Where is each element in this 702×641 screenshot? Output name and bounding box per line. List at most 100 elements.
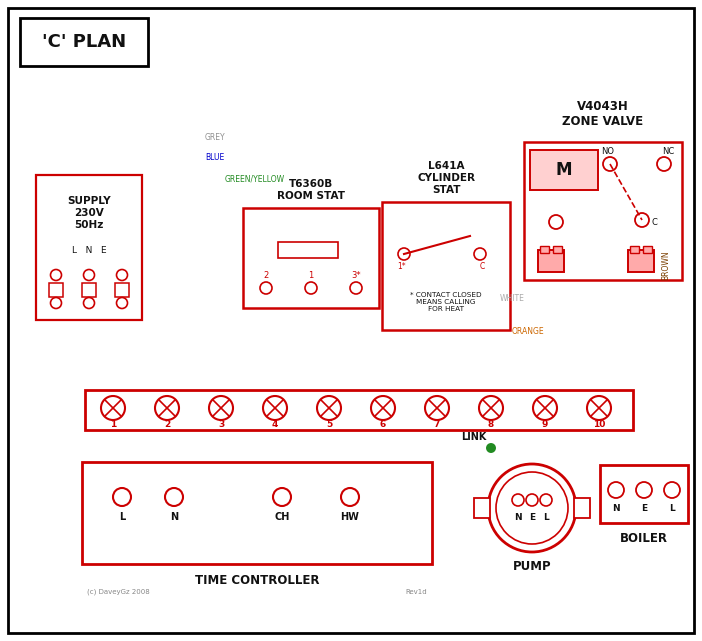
Circle shape [608, 482, 624, 498]
Circle shape [587, 396, 611, 420]
FancyBboxPatch shape [382, 202, 510, 330]
FancyBboxPatch shape [82, 462, 432, 564]
Circle shape [488, 464, 576, 552]
Text: E: E [641, 503, 647, 513]
Text: (c) DaveyGz 2008: (c) DaveyGz 2008 [87, 588, 150, 595]
FancyBboxPatch shape [20, 18, 148, 66]
Text: L   N   E: L N E [72, 246, 106, 254]
FancyBboxPatch shape [278, 242, 338, 258]
Text: 5: 5 [326, 419, 332, 428]
Circle shape [657, 157, 671, 171]
Circle shape [496, 472, 568, 544]
Circle shape [117, 269, 128, 281]
Circle shape [260, 282, 272, 294]
Text: SUPPLY
230V
50Hz: SUPPLY 230V 50Hz [67, 196, 111, 229]
Circle shape [350, 282, 362, 294]
Circle shape [84, 269, 95, 281]
Text: BOILER: BOILER [620, 533, 668, 545]
Circle shape [371, 396, 395, 420]
Text: * CONTACT CLOSED
MEANS CALLING
FOR HEAT: * CONTACT CLOSED MEANS CALLING FOR HEAT [410, 292, 482, 312]
FancyBboxPatch shape [600, 465, 688, 523]
Circle shape [398, 248, 410, 260]
Text: 1: 1 [110, 419, 116, 428]
FancyBboxPatch shape [574, 498, 590, 518]
Text: L: L [543, 513, 549, 522]
Text: GREEN/YELLOW: GREEN/YELLOW [225, 174, 285, 183]
FancyBboxPatch shape [643, 246, 652, 253]
Text: 2: 2 [164, 419, 170, 428]
Circle shape [549, 215, 563, 229]
FancyBboxPatch shape [82, 283, 96, 297]
Text: 3*: 3* [351, 271, 361, 279]
Circle shape [635, 213, 649, 227]
Text: LINK: LINK [461, 432, 486, 442]
Text: GREY: GREY [205, 133, 225, 142]
Text: HW: HW [340, 512, 359, 522]
Text: N: N [514, 513, 522, 522]
FancyBboxPatch shape [49, 283, 63, 297]
Text: NO: NO [602, 147, 614, 156]
Text: L: L [669, 503, 675, 513]
Circle shape [425, 396, 449, 420]
Circle shape [305, 282, 317, 294]
Circle shape [526, 494, 538, 506]
FancyBboxPatch shape [530, 150, 598, 190]
Text: BROWN: BROWN [661, 250, 670, 280]
Text: T6360B
ROOM STAT: T6360B ROOM STAT [277, 179, 345, 201]
Circle shape [512, 494, 524, 506]
Circle shape [636, 482, 652, 498]
Circle shape [113, 488, 131, 506]
Circle shape [540, 494, 552, 506]
Text: 4: 4 [272, 419, 278, 428]
FancyBboxPatch shape [540, 246, 549, 253]
FancyBboxPatch shape [115, 283, 129, 297]
Text: N: N [170, 512, 178, 522]
Circle shape [263, 396, 287, 420]
Circle shape [474, 248, 486, 260]
Text: BLUE: BLUE [205, 153, 224, 162]
Circle shape [533, 396, 557, 420]
Circle shape [273, 488, 291, 506]
Text: V4043H
ZONE VALVE: V4043H ZONE VALVE [562, 100, 644, 128]
Text: CH: CH [274, 512, 290, 522]
FancyBboxPatch shape [85, 390, 633, 430]
Circle shape [341, 488, 359, 506]
Text: PUMP: PUMP [512, 560, 551, 572]
FancyBboxPatch shape [36, 175, 142, 320]
FancyBboxPatch shape [524, 142, 682, 280]
Text: 6: 6 [380, 419, 386, 428]
Circle shape [117, 297, 128, 308]
Text: 7: 7 [434, 419, 440, 428]
Circle shape [84, 297, 95, 308]
Circle shape [603, 157, 617, 171]
FancyBboxPatch shape [538, 250, 564, 272]
FancyBboxPatch shape [8, 8, 694, 633]
Circle shape [51, 269, 62, 281]
Circle shape [664, 482, 680, 498]
Text: ORANGE: ORANGE [512, 326, 545, 335]
Text: 3: 3 [218, 419, 224, 428]
Text: 10: 10 [592, 419, 605, 428]
FancyBboxPatch shape [474, 498, 490, 518]
Circle shape [101, 396, 125, 420]
Text: TIME CONTROLLER: TIME CONTROLLER [194, 574, 319, 587]
Text: L: L [119, 512, 125, 522]
FancyBboxPatch shape [553, 246, 562, 253]
FancyBboxPatch shape [628, 250, 654, 272]
Text: L641A
CYLINDER
STAT: L641A CYLINDER STAT [417, 162, 475, 195]
Circle shape [209, 396, 233, 420]
Circle shape [479, 396, 503, 420]
Text: NC: NC [662, 147, 674, 156]
Circle shape [51, 297, 62, 308]
Text: C: C [651, 217, 657, 226]
Circle shape [155, 396, 179, 420]
Text: M: M [556, 161, 572, 179]
Circle shape [165, 488, 183, 506]
Text: 9: 9 [542, 419, 548, 428]
Circle shape [317, 396, 341, 420]
Text: WHITE: WHITE [500, 294, 525, 303]
Text: 'C' PLAN: 'C' PLAN [42, 33, 126, 51]
Text: 2: 2 [263, 271, 269, 279]
FancyBboxPatch shape [630, 246, 639, 253]
FancyBboxPatch shape [243, 208, 379, 308]
